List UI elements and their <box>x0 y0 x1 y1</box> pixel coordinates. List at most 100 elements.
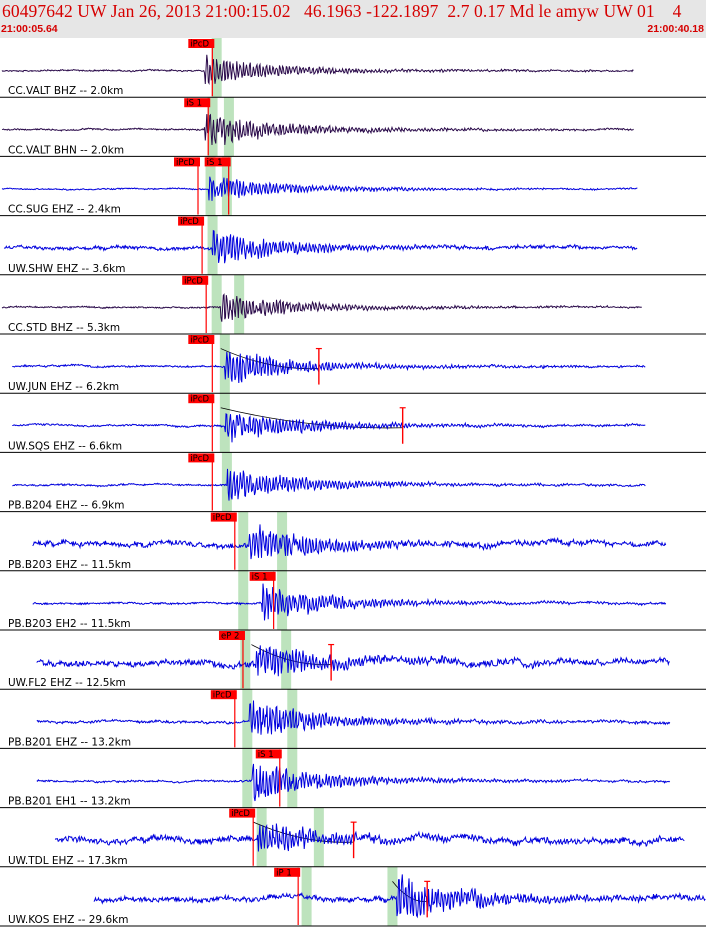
waveform-4 <box>1 293 642 322</box>
pick-label: iPcD <box>213 513 232 523</box>
phase-pick-4-0[interactable]: iPcD <box>182 275 209 333</box>
pick-label-box <box>229 808 256 818</box>
pick-label: iPcD <box>184 276 203 286</box>
theoretical-curve-10 <box>251 644 332 666</box>
pick-label: iPcD <box>190 454 209 464</box>
pick-label-box <box>210 512 237 522</box>
pick-label-box <box>204 157 231 167</box>
phase-pick-12-0[interactable]: iS 1 <box>255 749 282 807</box>
pick-label-box <box>188 39 215 48</box>
trace-label-9: PB.B203 EH2 -- 11.5km <box>8 618 131 630</box>
pick-label: iS 1 <box>186 99 202 109</box>
pick-label-box <box>249 571 276 581</box>
pick-label: iPcD <box>190 395 209 405</box>
pick-label: iPcD <box>190 336 209 346</box>
waveform-11 <box>36 700 671 735</box>
header-bar: 60497642 UW Jan 26, 2013 21:00:15.02 46.… <box>0 0 706 38</box>
pick-label-box <box>174 157 201 167</box>
pick-label-box <box>188 335 215 344</box>
phase-pick-8-0[interactable]: iPcD <box>210 512 237 570</box>
pick-label-box <box>188 394 215 404</box>
window-band-5-0 <box>219 334 230 394</box>
waveform-6 <box>12 413 646 443</box>
window-band-2-0 <box>205 156 216 216</box>
window-band-8-0 <box>238 511 249 571</box>
phase-pick-7-0[interactable]: iPcD <box>188 453 215 511</box>
window-band-11-0 <box>242 689 253 749</box>
waveform-0 <box>1 54 634 86</box>
trace-label-2: CC.SUG EHZ -- 2.4km <box>8 204 121 216</box>
waveform-1 <box>1 113 634 146</box>
phase-pick-2-1[interactable]: iS 1 <box>204 157 231 215</box>
pick-label-box <box>188 453 215 463</box>
window-band-10-0 <box>240 630 251 690</box>
waveform-traces <box>1 54 706 919</box>
trace-label-14: UW.KOS EHZ -- 29.6km <box>8 914 128 926</box>
window-band-12-1 <box>287 748 298 808</box>
waveform-9 <box>32 583 667 621</box>
phase-pick-2-0[interactable]: iPcD <box>174 157 201 215</box>
trace-label-0: CC.VALT BHZ -- 2.0km <box>8 85 123 97</box>
phase-pick-13-0[interactable]: iPcD <box>229 808 256 866</box>
pick-label: iS 1 <box>207 158 223 168</box>
pick-label: eP 2 <box>221 632 239 642</box>
waveform-13 <box>54 823 685 852</box>
waveform-12 <box>36 763 671 802</box>
theoretical-curves <box>220 348 428 902</box>
pick-label: iPcD <box>176 158 195 168</box>
phase-pick-6-0[interactable]: iPcD <box>188 394 215 452</box>
pick-label-box <box>182 275 209 285</box>
pick-label-box <box>210 690 237 700</box>
waveform-7 <box>12 468 646 501</box>
event-title: 60497642 UW Jan 26, 2013 21:00:15.02 46.… <box>2 1 682 21</box>
trace-label-1: CC.VALT BHN -- 2.0km <box>8 144 124 156</box>
phase-pick-0-0[interactable]: iPcD <box>188 39 215 97</box>
phase-pick-9-0[interactable]: iS 1 <box>249 571 276 629</box>
waveform-2 <box>1 176 638 201</box>
trace-label-6: UW.SQS EHZ -- 6.6km <box>8 440 122 452</box>
pick-label-box <box>274 867 301 877</box>
phase-picks: iPcD iS 1 iPcD iS 1 iPcD iPcD iPcD iPcD iPcD iPcD… <box>174 39 431 925</box>
trace-label-5: UW.JUN EHZ -- 6.2km <box>8 381 119 393</box>
trace-label-8: PB.B203 EHZ -- 11.5km <box>8 559 131 571</box>
pick-label-box <box>255 749 282 759</box>
trace-label-11: PB.B201 EHZ -- 13.2km <box>8 736 131 748</box>
pick-label: iPcD <box>190 40 209 50</box>
pick-label-box <box>178 216 205 226</box>
window-band-9-0 <box>238 570 249 630</box>
seismogram-plot: iPcD iS 1 iPcD iS 1 iPcD iPcD iPcD iPcD iPcD iPcD… <box>0 38 706 927</box>
trace-label-12: PB.B201 EH1 -- 13.2km <box>8 796 131 808</box>
waveform-3 <box>3 229 638 264</box>
pick-label: iS 1 <box>258 750 274 760</box>
trace-label-13: UW.TDL EHZ -- 17.3km <box>8 855 128 867</box>
phase-pick-5-0[interactable]: iPcD <box>188 335 215 393</box>
trace-label-7: PB.B204 EHZ -- 6.9km <box>8 500 124 512</box>
trace-label-3: UW.SHW EHZ -- 3.6km <box>8 263 125 275</box>
phase-pick-3-0[interactable]: iPcD <box>178 216 205 274</box>
window-band-10-1 <box>281 630 292 690</box>
window-band-12-0 <box>242 748 253 808</box>
window-band-13-0 <box>256 807 267 867</box>
trace-separators <box>0 96 706 927</box>
pick-label: iS 1 <box>252 572 268 582</box>
window-band-4-0 <box>211 274 222 334</box>
pick-label: iPcD <box>180 217 199 227</box>
pick-label: iPcD <box>213 691 232 701</box>
start-time: 21:00:05.64 <box>1 23 58 35</box>
waveform-14 <box>93 874 706 919</box>
end-time: 21:00:40.18 <box>647 23 704 35</box>
phase-pick-14-0[interactable]: iP 1 <box>274 867 301 925</box>
waveform-10 <box>36 645 670 677</box>
window-band-14-1 <box>387 866 398 926</box>
waveform-5 <box>12 351 646 384</box>
phase-pick-1-0[interactable]: iS 1 <box>184 98 211 156</box>
trace-label-4: CC.STD BHZ -- 5.3km <box>8 322 120 334</box>
phase-pick-11-0[interactable]: iPcD <box>210 690 237 748</box>
pick-label: iP 1 <box>276 868 292 878</box>
trace-label-10: UW.FL2 EHZ -- 12.5km <box>8 677 126 689</box>
pick-label-box <box>218 631 245 640</box>
pick-label: iPcD <box>231 809 250 819</box>
phase-pick-10-0[interactable]: eP 2 <box>218 631 245 689</box>
window-band-6-0 <box>219 393 230 453</box>
trace-labels: CC.VALT BHZ -- 2.0km CC.VALT BHN -- 2.0km… <box>8 85 131 926</box>
